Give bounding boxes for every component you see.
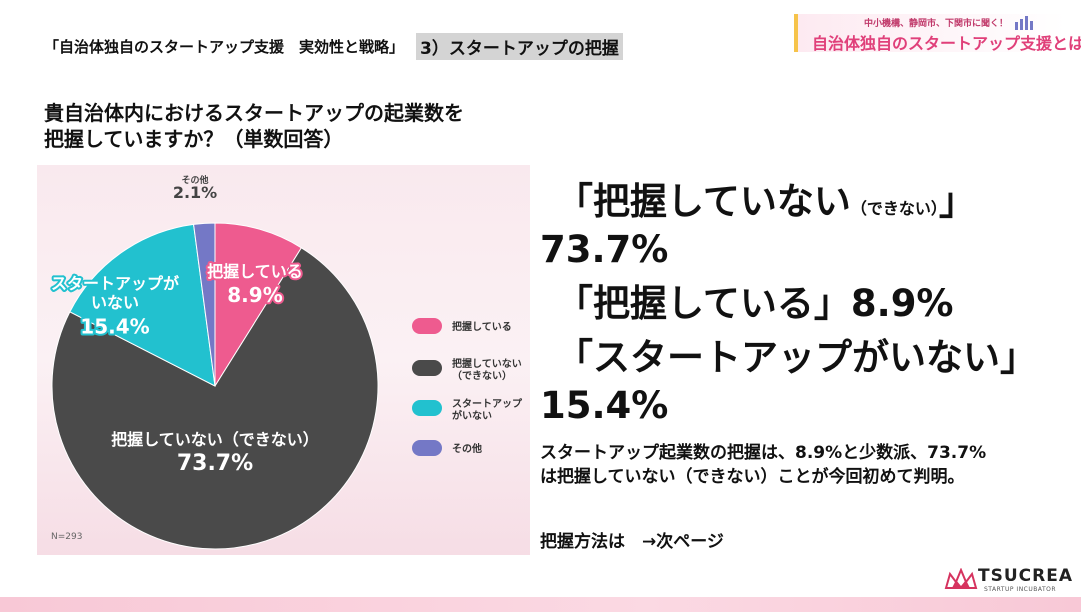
summary-line-2: 「把握している」8.9% <box>556 282 954 325</box>
summary-q1-value: 73.7% <box>540 228 669 271</box>
summary-q1-close: 」 <box>938 180 976 223</box>
pie-slice-2 <box>69 223 216 387</box>
slice-value-1: 73.7% <box>177 451 253 476</box>
breadcrumb: 「自治体独自のスタートアップ支援 実効性と戦略」 3）スタートアップの把握 <box>44 33 623 60</box>
sample-size-label: N=293 <box>51 532 82 542</box>
legend-label-1: 把握していない（できない） <box>452 357 522 382</box>
banner-title: 自治体独自のスタートアップ支援とは <box>812 34 1081 53</box>
legend-swatch-3 <box>412 440 442 456</box>
finding-note-line-2: は把握していない（できない）ことが今回初めて判明。 <box>540 467 965 487</box>
summary-line-3: 「スタートアップがいない」 <box>556 336 1037 379</box>
logo-tagline: STARTUP INCUBATOR <box>984 586 1057 593</box>
footer-bar <box>0 597 1081 612</box>
pie-chart-panel: 把握している 8.9% 把握していない（できない） 73.7% スタートアップがいない 1… <box>37 165 530 555</box>
pie-slice-1 <box>51 247 379 550</box>
legend-swatch-2 <box>412 400 442 416</box>
bar-chart-icon <box>1015 16 1033 30</box>
company-logo: TSUCREA STARTUP INCUBATOR <box>944 566 1073 596</box>
legend-label-3: その他 <box>452 442 482 455</box>
pie-chart: 把握している8.9%把握していない（できない）73.7%スタートアップがいない1… <box>49 174 523 550</box>
event-banner: 中小機構、静岡市、下関市に聞く！ 自治体独自のスタートアップ支援とは <box>794 14 1081 53</box>
slice-label-0: 把握している <box>207 262 303 281</box>
legend-swatch-1 <box>412 360 442 376</box>
summary-line-1: 「把握していない（できない）」 <box>556 180 976 231</box>
legend-swatch-0 <box>412 318 442 334</box>
finding-note: スタートアップ起業数の把握は、8.9%と少数派、73.7% は把握していない（で… <box>540 441 986 489</box>
summary-q1-open: 「把握していない <box>556 180 851 223</box>
slice-value-0: 8.9% <box>227 283 282 307</box>
slice-value-3: 2.1% <box>173 183 217 202</box>
finding-note-line-1: スタートアップ起業数の把握は、8.9%と少数派、73.7% <box>540 443 987 463</box>
question-line-2: 把握していますか？（単数回答） <box>44 127 344 151</box>
survey-question: 貴自治体内におけるスタートアップの起業数を 把握していますか？（単数回答） <box>44 100 464 152</box>
next-page-link[interactable]: 把握方法は →次ページ <box>540 532 724 552</box>
slice-label-2: スタートアップがいない <box>51 274 179 312</box>
banner-subtitle: 中小機構、静岡市、下関市に聞く！ <box>864 19 1009 29</box>
summary-q3-value: 15.4% <box>540 384 669 427</box>
slice-value-2: 15.4% <box>80 314 149 338</box>
crown-icon <box>944 568 978 589</box>
pie-slice-3 <box>193 222 216 387</box>
breadcrumb-title: 「自治体独自のスタートアップ支援 実効性と戦略」 <box>44 38 405 56</box>
legend-label-0: 把握している <box>452 320 512 333</box>
question-line-1: 貴自治体内におけるスタートアップの起業数を <box>44 101 464 125</box>
logo-name: TSUCREA <box>978 566 1073 586</box>
section-label: 3）スタートアップの把握 <box>416 33 623 60</box>
slice-label-1: 把握していない（できない） <box>111 430 319 449</box>
slice-label-3: その他 <box>181 174 208 186</box>
legend-label-2: スタートアップがいない <box>452 397 523 422</box>
summary-q1-small: （できない） <box>850 199 939 218</box>
pie-slice-0 <box>214 222 303 388</box>
